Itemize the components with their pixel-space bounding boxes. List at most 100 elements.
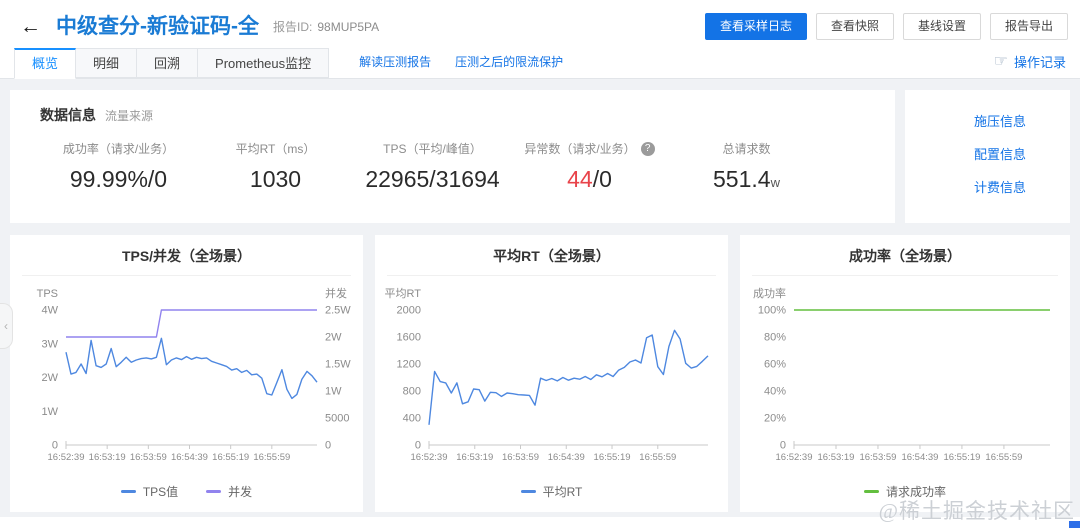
tab-prometheus[interactable]: Prometheus监控 xyxy=(198,48,330,78)
svg-text:100%: 100% xyxy=(758,305,786,317)
svg-text:16:53:19: 16:53:19 xyxy=(89,452,126,463)
back-arrow-icon[interactable]: ← xyxy=(20,15,41,38)
pointing-hand-icon: ☞ xyxy=(993,52,1008,70)
svg-text:16:55:59: 16:55:59 xyxy=(639,452,676,463)
svg-text:16:52:39: 16:52:39 xyxy=(776,452,813,463)
pressure-info-link[interactable]: 施压信息 xyxy=(973,114,1026,129)
svg-text:2000: 2000 xyxy=(397,305,421,317)
metric-errors: 异常数（请求/业务） ? 44/0 xyxy=(511,140,668,193)
info-links-card: 施压信息 配置信息 计费信息 xyxy=(905,90,1070,223)
legend-label: TPS值 xyxy=(142,485,179,499)
legend-label: 并发 xyxy=(228,485,253,499)
top-bar: ← 中级查分-新验证码-全 报告ID: 98MUP5PA 查看采样日志 查看快照 … xyxy=(0,0,1080,45)
metric-label: 平均RT（ms） xyxy=(235,142,316,156)
metric-value: 99.99%/0 xyxy=(69,166,168,192)
interpret-report-link[interactable]: 解读压测报告 xyxy=(359,55,432,69)
rt-chart-canvas[interactable]: 0 400 800 1200 1600 2000 平均RT 16:52:39 16:53:19 1… xyxy=(375,280,728,480)
chart-title: TPS/并发（全场景） xyxy=(22,235,351,276)
svg-text:0: 0 xyxy=(415,440,421,452)
tab-bar: 概览 明细 回溯 Prometheus监控 解读压测报告 压测之后的限流保护 ☞… xyxy=(0,45,1080,79)
legend-item[interactable]: TPS值 xyxy=(120,483,179,500)
svg-text:16:55:19: 16:55:19 xyxy=(212,452,249,463)
svg-text:2W: 2W xyxy=(325,332,342,344)
svg-text:80%: 80% xyxy=(764,332,786,344)
tab-backtrack[interactable]: 回溯 xyxy=(137,48,199,78)
svg-text:16:53:19: 16:53:19 xyxy=(456,452,493,463)
svg-text:400: 400 xyxy=(403,413,421,425)
baseline-settings-button[interactable]: 基线设置 xyxy=(902,13,981,40)
svg-text:0: 0 xyxy=(325,440,331,452)
page-title: 中级查分-新验证码-全 xyxy=(56,14,259,38)
svg-text:60%: 60% xyxy=(764,359,786,371)
legend-line-icon xyxy=(120,490,136,493)
error-count-value: 44 xyxy=(567,166,593,192)
metric-value: 551.4 xyxy=(713,166,771,192)
svg-text:16:53:59: 16:53:59 xyxy=(130,452,167,463)
svg-text:2W: 2W xyxy=(42,372,59,384)
svg-text:16:55:19: 16:55:19 xyxy=(594,452,631,463)
content-area: 数据信息 流量来源 成功率（请求/业务） 99.99%/0 平均RT（ms） 1… xyxy=(0,79,1080,517)
legend-line-icon xyxy=(206,490,222,493)
svg-text:TPS: TPS xyxy=(37,288,58,300)
metric-label: 异常数（请求/业务） xyxy=(524,142,636,156)
svg-text:16:54:39: 16:54:39 xyxy=(901,452,938,463)
svg-text:3W: 3W xyxy=(42,338,59,350)
config-info-link[interactable]: 配置信息 xyxy=(973,147,1026,162)
operation-record-label: 操作记录 xyxy=(1013,55,1066,70)
operation-record-link[interactable]: ☞ 操作记录 xyxy=(994,52,1066,78)
report-id: 报告ID: 98MUP5PA xyxy=(273,18,379,35)
svg-text:16:52:39: 16:52:39 xyxy=(411,452,448,463)
traffic-source-label: 流量来源 xyxy=(105,109,154,123)
help-question-icon[interactable]: ? xyxy=(640,141,655,156)
metric-label: 成功率（请求/业务） xyxy=(62,142,175,156)
svg-text:16:52:39: 16:52:39 xyxy=(48,452,85,463)
tps-chart-canvas[interactable]: 0 1W 2W 3W 4W TPS 0 5000 1W 1.5W 2W 2.5W 并发 16:52:39 1… xyxy=(10,280,363,480)
metric-unit: w xyxy=(770,175,780,190)
metric-avg-rt: 平均RT（ms） 1030 xyxy=(197,140,354,193)
svg-text:16:55:59: 16:55:59 xyxy=(985,452,1022,463)
chart-legend: 请求成功率 xyxy=(740,483,1070,500)
billing-info-link[interactable]: 计费信息 xyxy=(973,180,1026,195)
report-export-button[interactable]: 报告导出 xyxy=(989,13,1068,40)
svg-text:1.5W: 1.5W xyxy=(325,359,351,371)
tab-detail[interactable]: 明细 xyxy=(76,48,138,78)
metric-value: 1030 xyxy=(249,166,302,192)
legend-line-icon xyxy=(863,490,879,493)
legend-item[interactable]: 并发 xyxy=(206,483,252,500)
tps-concurrency-chart-card: TPS/并发（全场景） 0 1W 2W 3W 4W TPS 0 5000 1W 1.5W 2W 2.5… xyxy=(10,235,363,512)
svg-text:16:53:59: 16:53:59 xyxy=(502,452,539,463)
legend-item[interactable]: 请求成功率 xyxy=(863,483,946,500)
metric-total-requests: 总请求数 551.4w xyxy=(668,140,825,193)
data-info-title: 数据信息 xyxy=(40,107,96,123)
legend-item[interactable]: 平均RT xyxy=(520,483,582,500)
svg-text:16:55:59: 16:55:59 xyxy=(253,452,290,463)
chart-title: 成功率（全场景） xyxy=(752,235,1058,276)
svg-text:16:53:59: 16:53:59 xyxy=(859,452,896,463)
success-rate-chart-card: 成功率（全场景） 0 20% 40% 60% 80% 100% 成功率 16:52:39 16:… xyxy=(740,235,1070,512)
svg-text:1W: 1W xyxy=(325,386,342,398)
svg-text:1W: 1W xyxy=(42,406,59,418)
metrics-row: 成功率（请求/业务） 99.99%/0 平均RT（ms） 1030 TPS（平均… xyxy=(40,140,895,193)
svg-text:2.5W: 2.5W xyxy=(325,305,351,317)
svg-text:800: 800 xyxy=(403,386,421,398)
svg-text:16:55:19: 16:55:19 xyxy=(943,452,980,463)
svg-text:4W: 4W xyxy=(42,305,59,317)
avg-rt-chart-card: 平均RT（全场景） 0 400 800 1200 1600 2000 平均RT 16:52:3… xyxy=(375,235,728,512)
svg-text:0: 0 xyxy=(780,440,786,452)
svg-text:16:53:19: 16:53:19 xyxy=(817,452,854,463)
svg-text:16:54:39: 16:54:39 xyxy=(171,452,208,463)
chart-legend: 平均RT xyxy=(375,483,728,500)
metric-success-rate: 成功率（请求/业务） 99.99%/0 xyxy=(40,140,197,193)
svg-text:并发: 并发 xyxy=(325,286,347,300)
view-snapshot-button[interactable]: 查看快照 xyxy=(815,13,894,40)
rate-limit-protect-link[interactable]: 压测之后的限流保护 xyxy=(455,55,564,69)
sidebar-collapse-handle[interactable]: ‹ xyxy=(0,303,13,349)
report-id-value: 98MUP5PA xyxy=(317,20,380,34)
view-sample-log-button[interactable]: 查看采样日志 xyxy=(704,13,807,40)
svg-text:0: 0 xyxy=(52,440,58,452)
svg-text:20%: 20% xyxy=(764,413,786,425)
svg-text:1600: 1600 xyxy=(397,332,421,344)
success-chart-canvas[interactable]: 0 20% 40% 60% 80% 100% 成功率 16:52:39 16:53:19 16:5… xyxy=(740,280,1070,480)
corner-decoration xyxy=(1069,521,1080,528)
tab-overview[interactable]: 概览 xyxy=(14,48,77,79)
